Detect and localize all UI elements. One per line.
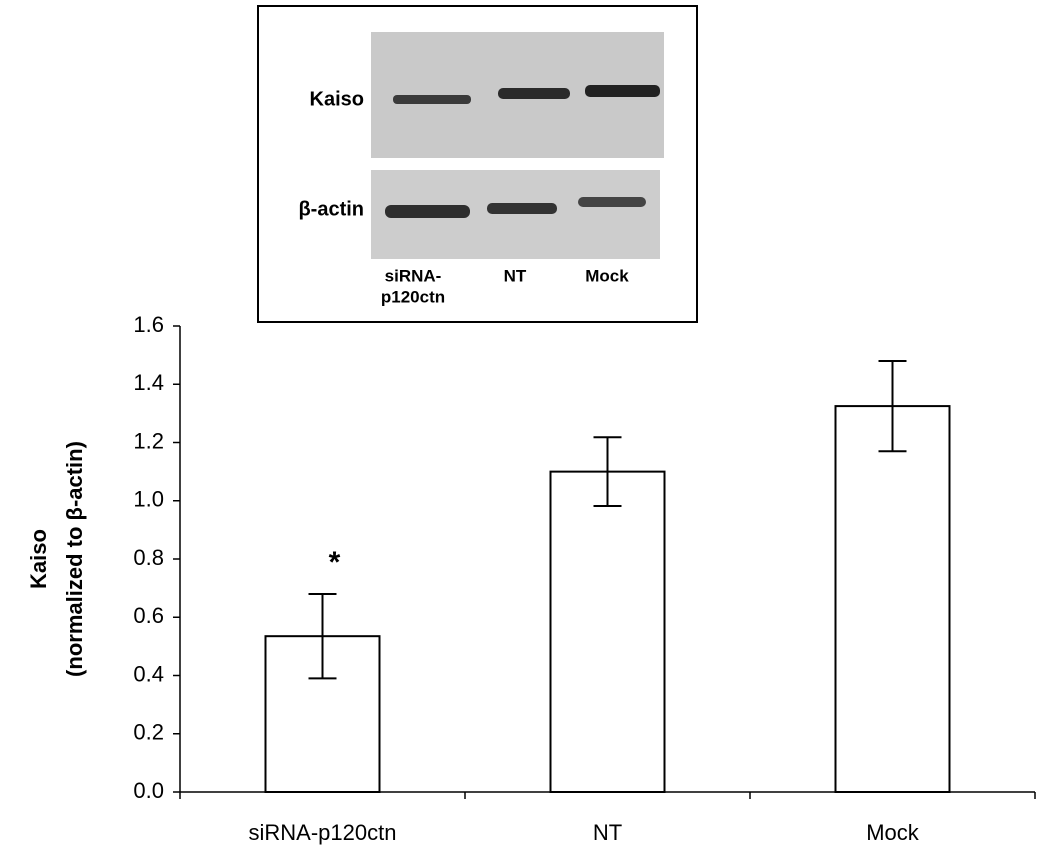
bar <box>549 470 666 793</box>
y-tick-label: 1.2 <box>133 428 164 453</box>
y-tick-label: 0.8 <box>133 545 164 570</box>
y-axis-title: (normalized to β-actin) <box>62 441 87 677</box>
y-tick-label: 1.4 <box>133 370 164 395</box>
y-axis-title: Kaiso <box>26 529 51 589</box>
x-tick-label: NT <box>593 820 622 845</box>
error-bar <box>878 359 907 453</box>
x-tick-label: Mock <box>866 820 920 845</box>
y-tick-label: 0.2 <box>133 720 164 745</box>
y-tick-label: 0.6 <box>133 603 164 628</box>
error-bar <box>308 592 337 680</box>
blot-row-label: Kaiso <box>310 88 364 110</box>
blot-lane-label: siRNA- <box>385 266 442 285</box>
blot-lane-label: Mock <box>585 266 629 285</box>
x-tick-label: siRNA-p120ctn <box>249 820 397 845</box>
bar <box>834 405 951 793</box>
annotation: * <box>329 546 341 579</box>
blot-lane-label: p120ctn <box>381 287 445 306</box>
band <box>578 197 646 207</box>
band <box>393 95 471 104</box>
band <box>498 88 570 99</box>
blot-row-label: β-actin <box>298 198 364 220</box>
band <box>385 205 470 218</box>
band <box>585 85 660 97</box>
y-tick-label: 0.4 <box>133 661 164 686</box>
y-tick-label: 1.6 <box>133 312 164 337</box>
y-tick-label: 0.0 <box>133 778 164 803</box>
band <box>487 203 557 214</box>
error-bar <box>593 436 622 507</box>
y-tick-label: 1.0 <box>133 487 164 512</box>
blot-lane-label: NT <box>504 266 527 285</box>
